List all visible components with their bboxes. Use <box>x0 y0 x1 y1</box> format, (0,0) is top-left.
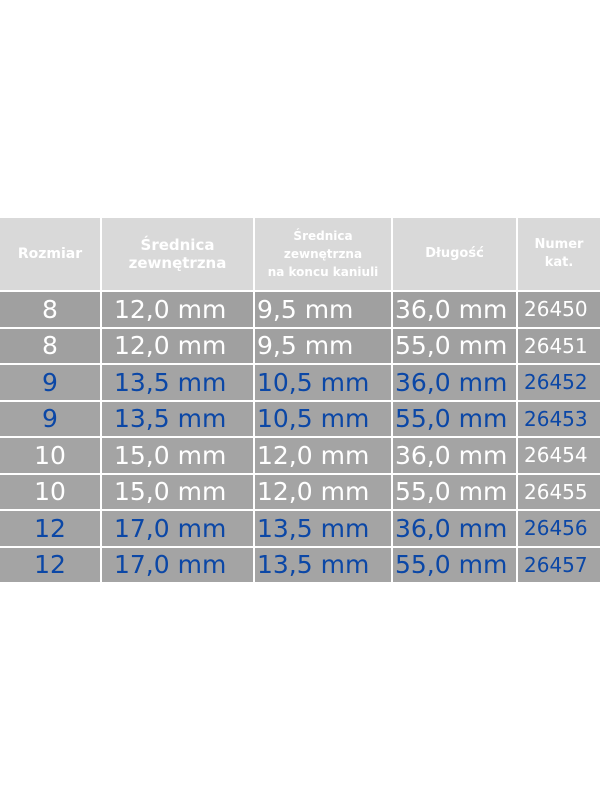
cell-dlugosc: 55,0 mm <box>391 326 518 365</box>
table-row: 9 13,5 mm 10,5 mm 55,0 mm 26453 <box>0 399 600 438</box>
header-srednica-koncowka: Średnica zewnętrzna na koncu kaniuli <box>253 216 393 292</box>
cell-rozmiar: 12 <box>0 509 102 548</box>
header-srednica: Średnica zewnętrzna <box>100 216 255 292</box>
cell-rozmiar: 12 <box>0 545 102 584</box>
cell-numer-kat: 26451 <box>516 326 600 365</box>
header-rozmiar: Rozmiar <box>0 216 102 292</box>
cell-srednica: 17,0 mm <box>100 509 255 548</box>
table-row: 10 15,0 mm 12,0 mm 55,0 mm 26455 <box>0 472 600 511</box>
header-text: zewnętrzna <box>128 254 227 272</box>
header-dlugosc: Długość <box>391 216 518 292</box>
cell-rozmiar: 9 <box>0 363 102 402</box>
cell-dlugosc: 36,0 mm <box>391 509 518 548</box>
cell-numer-kat: 26452 <box>516 363 600 402</box>
table-row: 8 12,0 mm 9,5 mm 55,0 mm 26451 <box>0 326 600 365</box>
table-row: 9 13,5 mm 10,5 mm 36,0 mm 26452 <box>0 363 600 402</box>
cell-rozmiar: 8 <box>0 326 102 365</box>
cell-dlugosc: 55,0 mm <box>391 545 518 584</box>
table-row: 12 17,0 mm 13,5 mm 36,0 mm 26456 <box>0 509 600 548</box>
cell-numer-kat: 26454 <box>516 436 600 475</box>
cell-srednica: 13,5 mm <box>100 399 255 438</box>
header-text: na koncu kaniuli <box>267 265 379 279</box>
cell-numer-kat: 26450 <box>516 290 600 329</box>
header-text: Średnica <box>293 229 353 243</box>
cell-dlugosc: 55,0 mm <box>391 472 518 511</box>
size-table: Rozmiar Średnica zewnętrzna Średnica zewnę… <box>0 216 600 584</box>
cell-srednica: 17,0 mm <box>100 545 255 584</box>
header-text: Średnica <box>140 236 215 254</box>
cell-rozmiar: 10 <box>0 472 102 511</box>
header-text: Długość <box>425 246 484 261</box>
cell-rozmiar: 9 <box>0 399 102 438</box>
cell-srednica: 13,5 mm <box>100 363 255 402</box>
cell-rozmiar: 10 <box>0 436 102 475</box>
cell-srednica-koncowka: 10,5 mm <box>253 363 393 402</box>
cell-srednica-koncowka: 12,0 mm <box>253 472 393 511</box>
header-numer-kat: Numer kat. <box>516 216 600 292</box>
header-text: kat. <box>544 255 574 270</box>
header-row: Rozmiar Średnica zewnętrzna Średnica zewnę… <box>0 216 600 292</box>
cell-dlugosc: 36,0 mm <box>391 290 518 329</box>
cell-dlugosc: 36,0 mm <box>391 363 518 402</box>
cell-dlugosc: 36,0 mm <box>391 436 518 475</box>
header-text: Numer <box>534 237 584 252</box>
cell-srednica-koncowka: 13,5 mm <box>253 545 393 584</box>
cell-srednica-koncowka: 9,5 mm <box>253 290 393 329</box>
cell-srednica-koncowka: 10,5 mm <box>253 399 393 438</box>
cell-numer-kat: 26456 <box>516 509 600 548</box>
cell-srednica: 15,0 mm <box>100 472 255 511</box>
header-text: Rozmiar <box>17 246 83 262</box>
cell-numer-kat: 26455 <box>516 472 600 511</box>
table-row: 12 17,0 mm 13,5 mm 55,0 mm 26457 <box>0 545 600 584</box>
header-text: zewnętrzna <box>283 247 363 261</box>
cell-srednica-koncowka: 9,5 mm <box>253 326 393 365</box>
table-row: 10 15,0 mm 12,0 mm 36,0 mm 26454 <box>0 436 600 475</box>
cell-dlugosc: 55,0 mm <box>391 399 518 438</box>
cell-numer-kat: 26453 <box>516 399 600 438</box>
cell-srednica-koncowka: 13,5 mm <box>253 509 393 548</box>
cell-srednica: 12,0 mm <box>100 290 255 329</box>
cell-srednica-koncowka: 12,0 mm <box>253 436 393 475</box>
cell-srednica: 15,0 mm <box>100 436 255 475</box>
cell-rozmiar: 8 <box>0 290 102 329</box>
table-row: 8 12,0 mm 9,5 mm 36,0 mm 26450 <box>0 290 600 329</box>
cell-srednica: 12,0 mm <box>100 326 255 365</box>
cell-numer-kat: 26457 <box>516 545 600 584</box>
